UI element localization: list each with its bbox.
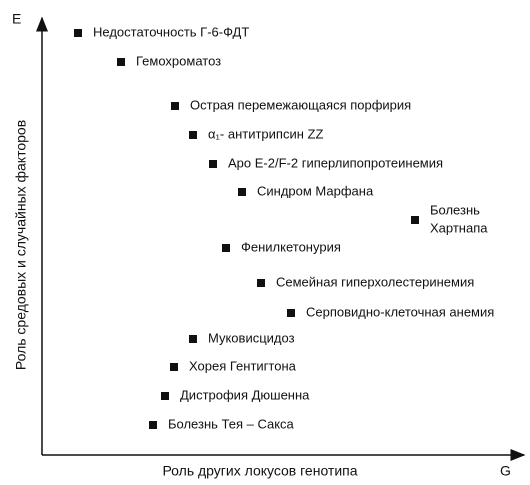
marker-square [411,216,419,224]
x-label: Роль других локусов генотипа [162,463,357,479]
marker-square [238,188,246,196]
y-label: Роль средовых и случайных факторов [13,120,29,370]
item-label: Гемохроматоз [136,53,221,68]
marker-square [170,363,178,371]
marker-square [74,29,82,37]
item-label: Серповидно-клеточная анемия [306,304,494,319]
item-label: Острая перемежающаяся порфирия [190,97,411,112]
marker-square [257,279,265,287]
item-label: Синдром Марфана [257,183,374,198]
x-letter: G [500,463,511,479]
marker-square [171,102,179,110]
item-label: Болезнь Тея – Сакса [168,416,295,431]
item-label: Фенилкетонурия [241,239,341,254]
marker-square [287,309,295,317]
marker-square [161,392,169,400]
item-label: Дистрофия Дюшенна [180,387,310,402]
item-label: Хорея Гентигтона [189,358,297,373]
item-label: Хартнапа [430,220,488,235]
y-letter: E [12,11,21,27]
item-label: Недостаточность Г-6-ФДТ [93,24,249,39]
marker-square [222,244,230,252]
marker-square [189,335,197,343]
item-label: Apo E-2/F-2 гиперлипопротеинемия [228,155,443,170]
marker-square [209,160,217,168]
item-label: Муковисцидоз [208,330,295,345]
marker-square [189,131,197,139]
marker-square [117,58,125,66]
item-label: Болезнь [430,202,480,217]
item-label: α₁- антитрипсин ZZ [208,126,323,141]
marker-square [149,421,157,429]
item-label: Семейная гиперхолестеринемия [276,274,474,289]
